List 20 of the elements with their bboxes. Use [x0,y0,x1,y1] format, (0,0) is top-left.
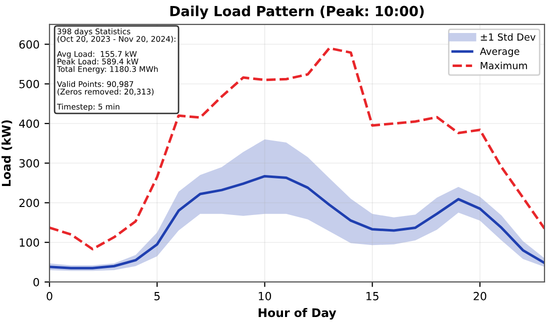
y-tick-label: 200 [19,198,40,208]
y-axis-title: Load (kW) [2,120,12,186]
line-series [50,46,544,250]
y-tick-label: 100 [20,238,40,247]
legend-label: Maximum [480,62,527,70]
x-tick-label: 5 [154,292,160,300]
x-tick-label: 15 [366,292,378,300]
x-tick-label: 10 [258,292,272,300]
y-tick-label: 500 [19,80,40,88]
chart-title: Daily Load Pattern (Peak: 10:00) [170,6,424,20]
y-tick-label: 400 [19,119,40,128]
x-tick-label: 0 [46,292,52,300]
line-series [50,174,544,270]
y-tick-label: 0 [33,278,40,286]
legend-label: Average [480,48,520,57]
annotation: ±1 Std Dev [480,33,536,41]
y-tick-label: 600 [19,40,40,49]
x-axis-title: Hour of Day [258,308,336,320]
x-tick-label: 20 [474,292,486,300]
y-tick-label: 300 [19,159,40,168]
